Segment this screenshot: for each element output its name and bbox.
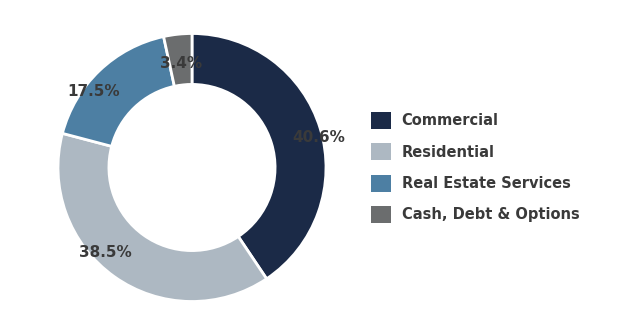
Legend: Commercial, Residential, Real Estate Services, Cash, Debt & Options: Commercial, Residential, Real Estate Ser…: [365, 106, 585, 229]
Wedge shape: [164, 34, 192, 86]
Text: 38.5%: 38.5%: [79, 245, 131, 260]
Wedge shape: [63, 37, 174, 146]
Wedge shape: [58, 133, 267, 302]
Text: 40.6%: 40.6%: [292, 130, 345, 145]
Text: 17.5%: 17.5%: [67, 84, 120, 99]
Wedge shape: [192, 34, 326, 279]
Text: 3.4%: 3.4%: [160, 56, 202, 71]
